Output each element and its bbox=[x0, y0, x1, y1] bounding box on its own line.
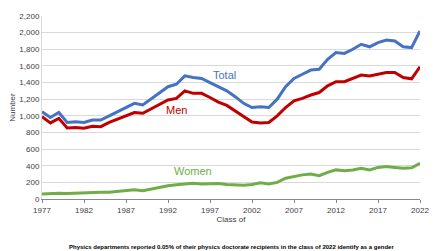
svg-text:0: 0 bbox=[35, 195, 40, 204]
svg-text:Women: Women bbox=[174, 165, 212, 177]
svg-text:Number: Number bbox=[8, 93, 17, 122]
svg-text:1,800: 1,800 bbox=[19, 45, 40, 54]
svg-text:1997: 1997 bbox=[201, 206, 219, 215]
svg-text:600: 600 bbox=[26, 145, 40, 154]
svg-text:Men: Men bbox=[166, 104, 187, 116]
svg-text:1987: 1987 bbox=[117, 206, 135, 215]
svg-text:1,200: 1,200 bbox=[19, 95, 40, 104]
svg-text:1,000: 1,000 bbox=[19, 112, 40, 121]
svg-text:Class of: Class of bbox=[217, 215, 247, 224]
svg-text:1992: 1992 bbox=[159, 206, 177, 215]
svg-text:400: 400 bbox=[26, 162, 40, 171]
svg-text:1,600: 1,600 bbox=[19, 62, 40, 71]
svg-text:2,200: 2,200 bbox=[19, 12, 40, 21]
svg-text:2012: 2012 bbox=[327, 206, 345, 215]
svg-text:2002: 2002 bbox=[243, 206, 261, 215]
svg-text:2022: 2022 bbox=[411, 206, 429, 215]
svg-text:200: 200 bbox=[26, 178, 40, 187]
svg-text:1,400: 1,400 bbox=[19, 78, 40, 87]
svg-text:1977: 1977 bbox=[33, 206, 51, 215]
svg-text:800: 800 bbox=[26, 128, 40, 137]
svg-text:2017: 2017 bbox=[369, 206, 387, 215]
svg-text:2007: 2007 bbox=[285, 206, 303, 215]
svg-text:Physics departments reported 0: Physics departments reported 0.05% of th… bbox=[69, 244, 394, 250]
svg-text:2,000: 2,000 bbox=[19, 28, 40, 37]
svg-text:Total: Total bbox=[213, 69, 236, 81]
svg-text:1982: 1982 bbox=[75, 206, 93, 215]
